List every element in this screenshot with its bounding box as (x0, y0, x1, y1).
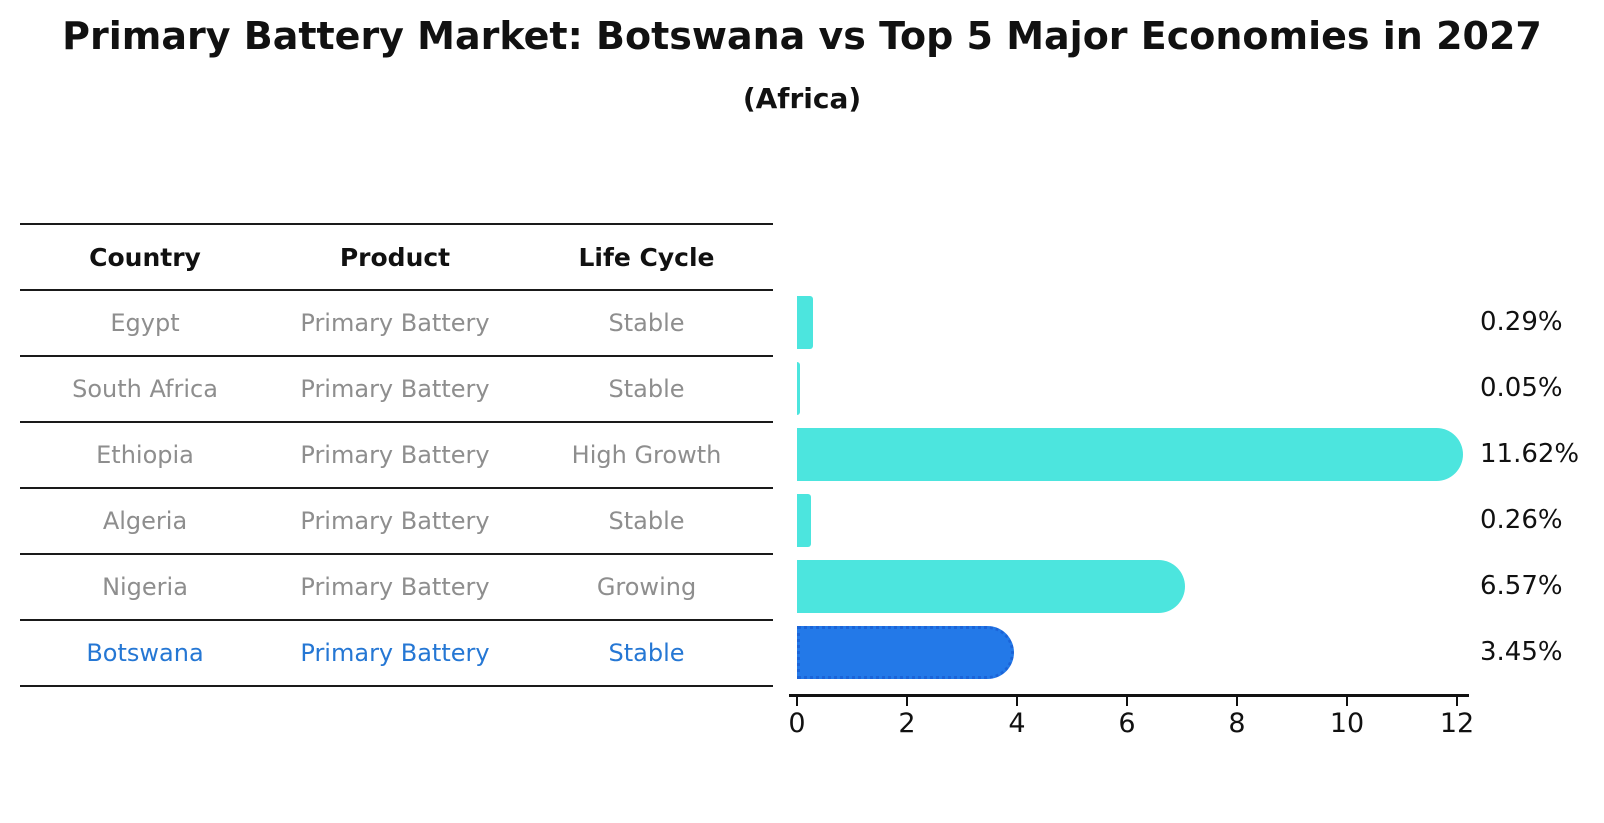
bar-south-africa (797, 361, 800, 415)
product-cell: Primary Battery (300, 441, 490, 469)
column-header-country: Country (89, 242, 201, 272)
product-cell: Primary Battery (300, 309, 490, 337)
country-cell: South Africa (72, 375, 218, 403)
table-row-egypt: Egypt Primary Battery Stable (20, 291, 773, 357)
tick-label: 2 (898, 708, 916, 739)
value-label-column: 0.29% 0.05% 11.62% 0.26% 6.57% 3.45% (1480, 289, 1604, 685)
value-label-ethiopia: 11.62% (1480, 439, 1580, 469)
table-row-nigeria: Nigeria Primary Battery Growing (20, 555, 773, 621)
tick-mark (795, 696, 799, 706)
table-header-row: Country Product Life Cycle (20, 225, 773, 291)
value-label-algeria: 0.26% (1480, 505, 1563, 535)
tick-mark (1455, 696, 1459, 706)
lifecycle-cell: High Growth (571, 441, 722, 469)
table-row-ethiopia: Ethiopia Primary Battery High Growth (20, 423, 773, 489)
table-row-botswana: Botswana Primary Battery Stable (20, 621, 773, 687)
country-cell: Ethiopia (96, 441, 194, 469)
table-row-south-africa: South Africa Primary Battery Stable (20, 357, 773, 423)
product-cell: Primary Battery (300, 507, 490, 535)
country-cell: Nigeria (102, 573, 188, 601)
page-subtitle: (Africa) (742, 82, 862, 115)
lifecycle-cell: Stable (608, 639, 685, 667)
bar-botswana (797, 625, 1014, 679)
value-label-egypt: 0.29% (1480, 307, 1563, 337)
lifecycle-cell: Stable (608, 375, 685, 403)
tick-label: 6 (1118, 708, 1136, 739)
tick-mark (1345, 696, 1349, 706)
bar-egypt (797, 295, 813, 349)
value-label-nigeria: 6.57% (1480, 571, 1563, 601)
lifecycle-cell: Stable (608, 309, 685, 337)
country-table: Country Product Life Cycle Egypt Primary… (20, 223, 773, 687)
tick-label: 4 (1008, 708, 1026, 739)
country-cell: Botswana (86, 639, 204, 667)
tick-label: 0 (788, 708, 806, 739)
tick-label: 10 (1329, 708, 1365, 739)
value-label-south-africa: 0.05% (1480, 373, 1563, 403)
country-cell: Egypt (110, 309, 180, 337)
bar-nigeria (797, 559, 1186, 613)
country-cell: Algeria (102, 507, 188, 535)
product-cell: Primary Battery (300, 573, 490, 601)
lifecycle-cell: Stable (608, 507, 685, 535)
tick-mark (1125, 696, 1129, 706)
tick-mark (905, 696, 909, 706)
tick-mark (1015, 696, 1019, 706)
tick-label: 12 (1439, 708, 1475, 739)
page-title: Primary Battery Market: Botswana vs Top … (62, 14, 1542, 58)
table-row-algeria: Algeria Primary Battery Stable (20, 489, 773, 555)
product-cell: Primary Battery (300, 639, 490, 667)
column-header-lifecycle: Life Cycle (578, 242, 715, 272)
bar-plot-area (797, 289, 1497, 685)
value-label-botswana: 3.45% (1480, 637, 1563, 667)
x-axis-line (789, 694, 1469, 697)
column-header-product: Product (339, 242, 451, 272)
bar-ethiopia (797, 427, 1464, 481)
bar-algeria (797, 493, 812, 547)
lifecycle-cell: Growing (596, 573, 697, 601)
tick-label: 8 (1228, 708, 1246, 739)
product-cell: Primary Battery (300, 375, 490, 403)
tick-mark (1235, 696, 1239, 706)
